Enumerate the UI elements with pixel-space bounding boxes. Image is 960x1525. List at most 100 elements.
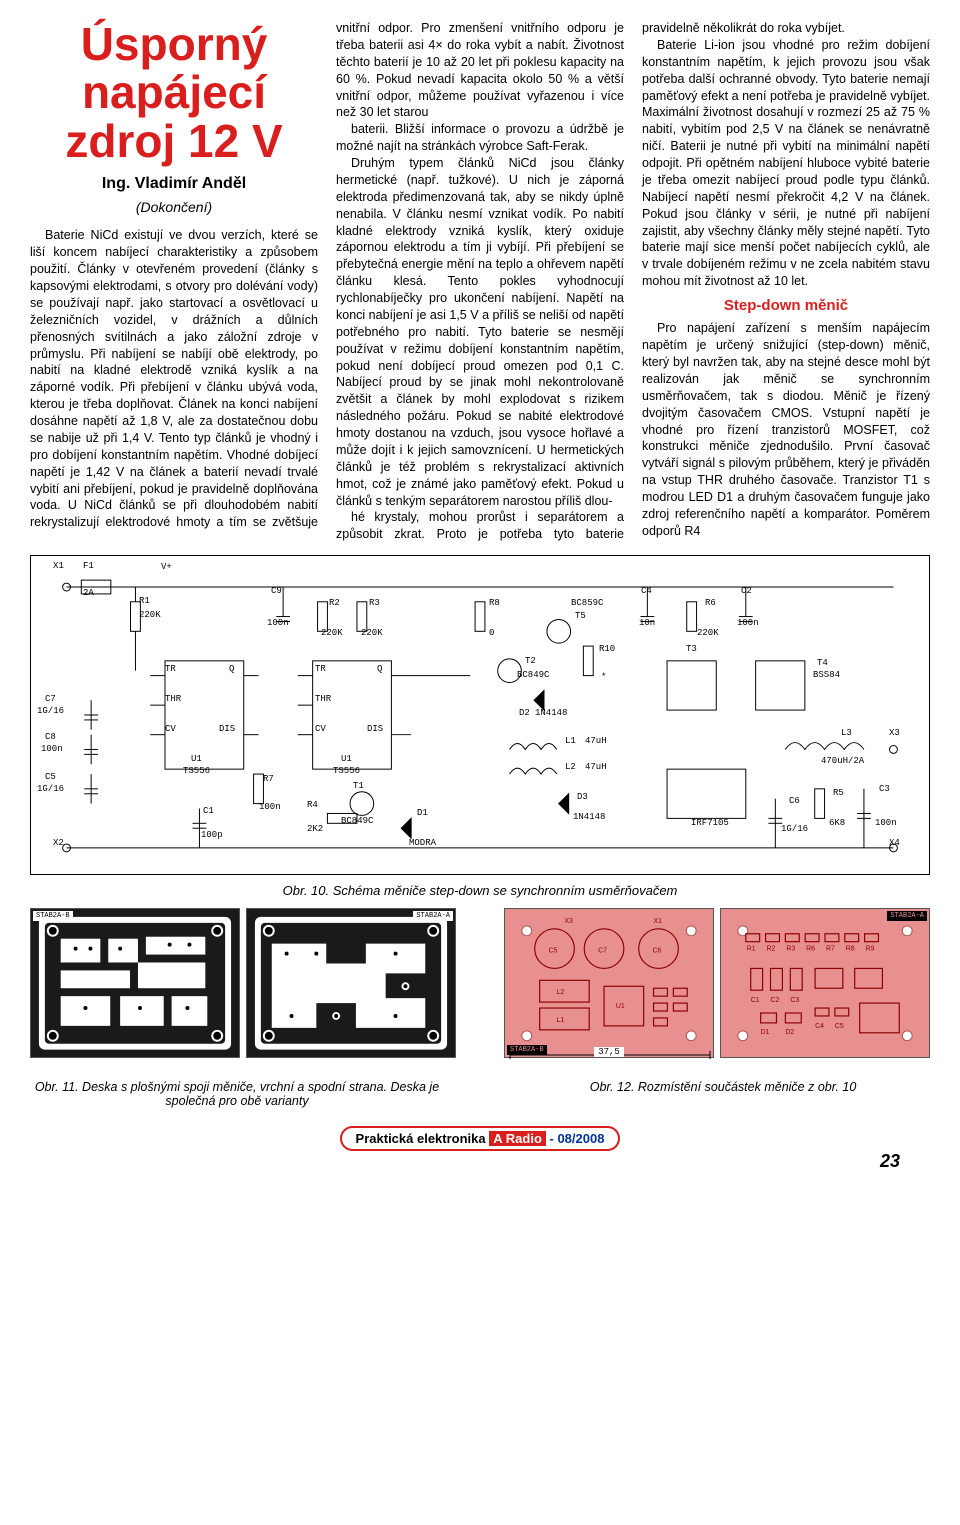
sch-label: D3	[577, 792, 588, 802]
page-footer: Praktická elektronika A Radio - 08/2008	[30, 1126, 930, 1151]
pcb-fig11: STAB2A-B	[30, 908, 456, 1058]
sch-label: 47uH	[585, 762, 607, 772]
article-title: Úsporný napájecí zdroj 12 V	[30, 20, 318, 165]
sch-label: R2	[329, 598, 340, 608]
pcb-label: STAB2A-A	[413, 911, 453, 921]
pcb-bottom-copper: STAB2A-A	[246, 908, 456, 1058]
figure-caption: Obr. 10. Schéma měniče step-down se sync…	[30, 883, 930, 898]
sch-label: X3	[889, 728, 900, 738]
svg-text:C2: C2	[771, 997, 780, 1004]
schematic-diagram: X1 F1 2A V+ R1 220K C7 1G/16 C8 100n C5 …	[30, 555, 930, 875]
sch-label: C8	[45, 732, 56, 742]
sch-label: C1	[203, 806, 214, 816]
svg-text:C4: C4	[815, 1023, 824, 1030]
sch-label: C3	[879, 784, 890, 794]
sch-label: R6	[705, 598, 716, 608]
sch-label: 1G/16	[37, 784, 64, 794]
sch-label: 1N4148	[535, 708, 567, 718]
svg-text:C1: C1	[751, 997, 760, 1004]
sch-label: 220K	[697, 628, 719, 638]
sch-label: C6	[789, 796, 800, 806]
sch-label: U1	[341, 754, 352, 764]
sch-label: IRF7105	[691, 818, 729, 828]
pcb-label: STAB2A-A	[887, 911, 927, 921]
sch-label: 220K	[321, 628, 343, 638]
sch-label: THR	[165, 694, 181, 704]
sch-label: 470uH/2A	[821, 756, 864, 766]
pcb-placement-top: STAB2A-B C5 C7 C6 X3 X1 L2 L1 U1	[504, 908, 714, 1058]
sch-label: BC849C	[341, 816, 373, 826]
sch-label: R7	[263, 774, 274, 784]
sch-label: 6K8	[829, 818, 845, 828]
pcb-dimension: 37,5	[505, 1049, 713, 1071]
sch-label: U1	[191, 754, 202, 764]
svg-text:C5: C5	[549, 948, 558, 955]
sch-label: 100n	[737, 618, 759, 628]
sch-label: 220K	[139, 610, 161, 620]
sch-label: BC859C	[571, 598, 603, 608]
svg-text:X3: X3	[564, 918, 573, 925]
sch-label: F1	[83, 561, 94, 571]
sch-label: R8	[489, 598, 500, 608]
svg-text:L2: L2	[557, 989, 565, 996]
sch-label: C2	[741, 586, 752, 596]
sch-label: L1	[565, 736, 576, 746]
sch-label: L2	[565, 762, 576, 772]
pcb-top-copper: STAB2A-B	[30, 908, 240, 1058]
pcb-fig12: STAB2A-B C5 C7 C6 X3 X1 L2 L1 U1	[504, 908, 930, 1058]
svg-text:X1: X1	[654, 918, 663, 925]
page-number: 23	[880, 1151, 900, 1172]
sch-label: 100n	[41, 744, 63, 754]
sch-label: TS556	[333, 766, 360, 776]
sch-label: D2	[519, 708, 530, 718]
sch-label: C9	[271, 586, 282, 596]
sch-label: Q	[377, 664, 382, 674]
sch-label: 220K	[361, 628, 383, 638]
svg-text:R8: R8	[846, 946, 855, 953]
sch-label: C7	[45, 694, 56, 704]
author-line: Ing. Vladimír Anděl	[30, 173, 318, 195]
sch-label: MODRA	[409, 838, 436, 848]
sch-label: V+	[161, 562, 172, 572]
footer-issue: - 08/2008	[550, 1131, 605, 1146]
sch-label: TR	[165, 664, 176, 674]
section-heading: Step-down měnič	[642, 296, 930, 316]
sch-label: X1	[53, 561, 64, 571]
sch-label: R4	[307, 800, 318, 810]
sch-label: X2	[53, 838, 64, 848]
sch-label: R10	[599, 644, 615, 654]
svg-text:D1: D1	[761, 1029, 770, 1036]
svg-text:L1: L1	[557, 1017, 565, 1024]
figure-caption: Obr. 12. Rozmístění součástek měniče z o…	[516, 1080, 930, 1108]
sch-label: L3	[841, 728, 852, 738]
continuation-label: (Dokončení)	[30, 198, 318, 217]
sch-label: 100p	[201, 830, 223, 840]
svg-text:C3: C3	[790, 997, 799, 1004]
sch-label: T4	[817, 658, 828, 668]
sch-label: 10n	[639, 618, 655, 628]
sch-label: 100n	[259, 802, 281, 812]
figure-caption: Obr. 11. Deska s plošnými spoji měniče, …	[30, 1080, 444, 1108]
sch-label: 47uH	[585, 736, 607, 746]
body-para: Druhým typem článků NiCd jsou články her…	[336, 155, 624, 509]
footer-series: A Radio	[489, 1131, 546, 1146]
sch-label: CV	[165, 724, 176, 734]
sch-label: DIS	[367, 724, 383, 734]
svg-text:C6: C6	[653, 948, 662, 955]
body-para: Baterie Li-ion jsou vhodné pro režim dob…	[642, 37, 930, 290]
sch-label: THR	[315, 694, 331, 704]
svg-text:R2: R2	[767, 946, 776, 953]
sch-label: 1N4148	[573, 812, 605, 822]
sch-label: 2K2	[307, 824, 323, 834]
sch-label: 100n	[875, 818, 897, 828]
svg-text:R6: R6	[806, 946, 815, 953]
sch-label: R3	[369, 598, 380, 608]
sch-label: 100n	[267, 618, 289, 628]
svg-text:C7: C7	[598, 948, 607, 955]
sch-label: TR	[315, 664, 326, 674]
sch-label: C5	[45, 772, 56, 782]
body-para: Pro napájení zařízení s menším napájecím…	[642, 320, 930, 539]
svg-text:R9: R9	[866, 946, 875, 953]
body-para: baterii. Bližší informace o provozu a úd…	[336, 121, 624, 155]
sch-label: *	[601, 672, 606, 682]
